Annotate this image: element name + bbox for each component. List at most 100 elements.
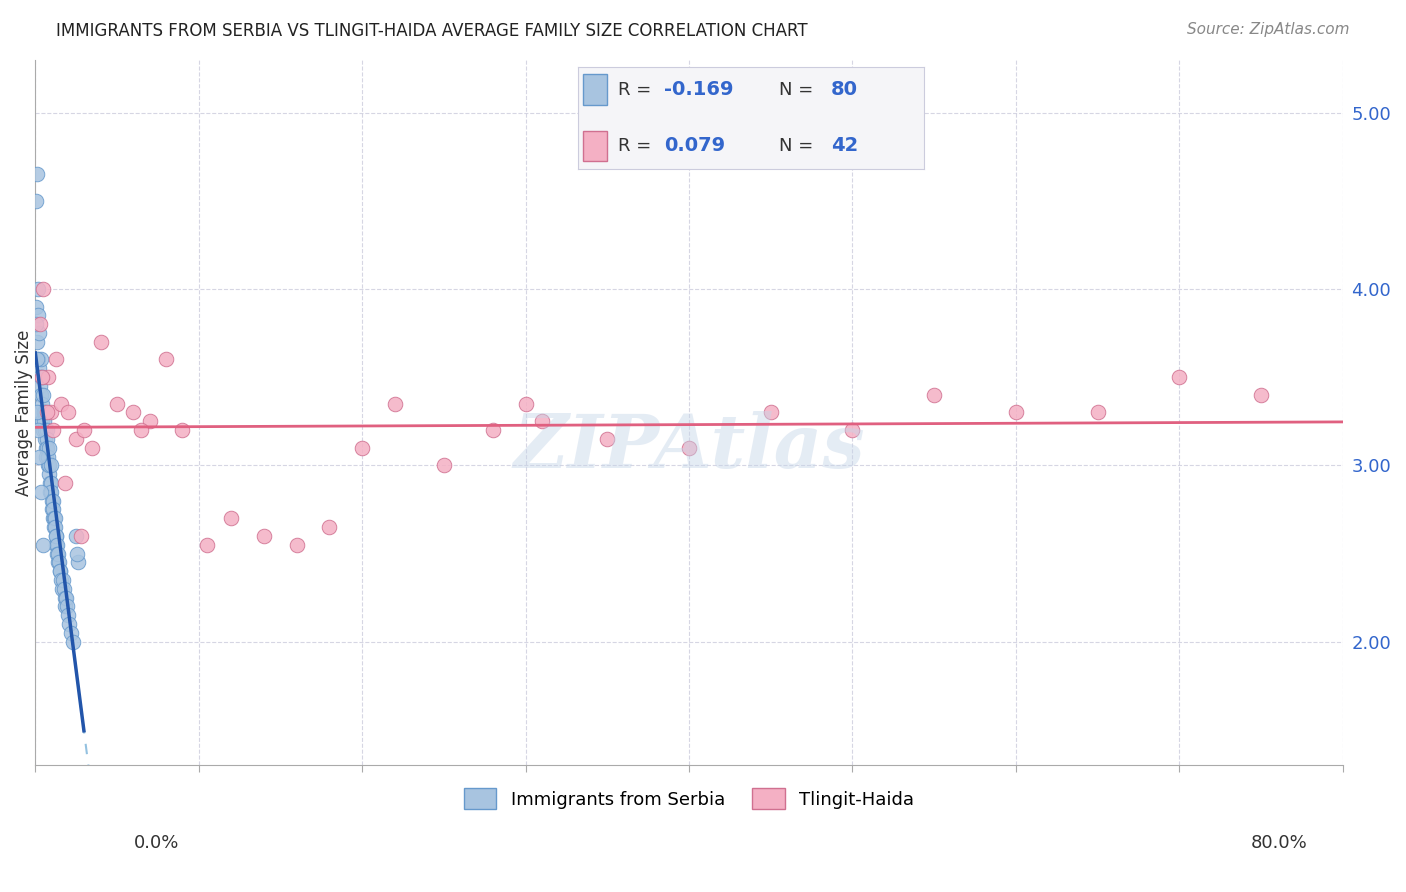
Y-axis label: Average Family Size: Average Family Size — [15, 329, 32, 496]
Point — [25, 300, 48, 314]
Point — [841, 423, 863, 437]
Point — [35, 423, 58, 437]
Point — [38, 467, 60, 482]
Point — [922, 388, 945, 402]
Point — [48, 555, 70, 569]
Point — [35, 450, 58, 464]
Point — [31, 370, 53, 384]
Point — [55, 591, 77, 605]
Point — [27, 282, 49, 296]
Point — [285, 538, 308, 552]
Point — [25, 334, 48, 349]
Point — [46, 555, 69, 569]
Point — [219, 511, 242, 525]
Point — [1087, 405, 1109, 419]
Text: Source: ZipAtlas.com: Source: ZipAtlas.com — [1187, 22, 1350, 37]
Point — [37, 458, 59, 473]
Point — [41, 405, 63, 419]
Point — [138, 414, 160, 428]
Point — [45, 529, 67, 543]
Point — [384, 396, 406, 410]
Point — [38, 475, 60, 490]
Point — [70, 529, 93, 543]
Point — [52, 582, 75, 596]
Point — [51, 573, 73, 587]
Text: 80.0%: 80.0% — [1251, 834, 1308, 852]
Point — [41, 484, 63, 499]
Point — [53, 475, 76, 490]
Point — [45, 538, 67, 552]
Point — [58, 617, 80, 632]
Point — [73, 423, 96, 437]
Point — [35, 441, 58, 455]
Point — [25, 167, 48, 181]
Point — [32, 423, 55, 437]
Point — [45, 529, 67, 543]
Point — [65, 529, 87, 543]
Point — [31, 538, 53, 552]
Point — [28, 317, 51, 331]
Point — [28, 379, 51, 393]
Point — [596, 432, 619, 446]
Point — [122, 405, 145, 419]
Text: IMMIGRANTS FROM SERBIA VS TLINGIT-HAIDA AVERAGE FAMILY SIZE CORRELATION CHART: IMMIGRANTS FROM SERBIA VS TLINGIT-HAIDA … — [56, 22, 808, 40]
Point — [28, 370, 51, 384]
Point — [31, 414, 53, 428]
Text: 0.0%: 0.0% — [134, 834, 179, 852]
Point — [32, 282, 55, 296]
Point — [27, 309, 49, 323]
Point — [66, 547, 89, 561]
Text: ZIPAtlas: ZIPAtlas — [513, 411, 865, 484]
Point — [39, 484, 62, 499]
Point — [318, 520, 340, 534]
Point — [27, 352, 49, 367]
Legend: Immigrants from Serbia, Tlingit-Haida: Immigrants from Serbia, Tlingit-Haida — [457, 780, 921, 816]
Point — [31, 396, 53, 410]
Point — [37, 441, 59, 455]
Point — [66, 555, 89, 569]
Point — [34, 423, 56, 437]
Point — [42, 423, 65, 437]
Point — [56, 599, 79, 614]
Point — [32, 405, 55, 419]
Point — [39, 458, 62, 473]
Point — [25, 317, 48, 331]
Point — [37, 450, 59, 464]
Point — [131, 423, 153, 437]
Point — [53, 591, 76, 605]
Point — [30, 352, 52, 367]
Point — [44, 520, 66, 534]
Point — [678, 441, 700, 455]
Point — [25, 194, 48, 208]
Point — [30, 484, 52, 499]
Point — [28, 326, 51, 340]
Point — [32, 414, 55, 428]
Point — [28, 361, 51, 376]
Point — [42, 511, 65, 525]
Point — [25, 352, 48, 367]
Point — [52, 573, 75, 587]
Point — [155, 352, 177, 367]
Point — [482, 423, 505, 437]
Point — [172, 423, 194, 437]
Point — [37, 370, 59, 384]
Point — [51, 396, 73, 410]
Point — [352, 441, 374, 455]
Point — [31, 370, 53, 384]
Point — [38, 441, 60, 455]
Point — [27, 405, 49, 419]
Point — [1250, 388, 1272, 402]
Point — [105, 396, 128, 410]
Point — [34, 432, 56, 446]
Point — [42, 511, 65, 525]
Point — [1005, 405, 1028, 419]
Point — [89, 334, 111, 349]
Point — [49, 564, 72, 578]
Point — [35, 432, 58, 446]
Point — [41, 493, 63, 508]
Point — [759, 405, 782, 419]
Point — [515, 396, 537, 410]
Point — [56, 608, 79, 623]
Point — [44, 520, 66, 534]
Point — [433, 458, 456, 473]
